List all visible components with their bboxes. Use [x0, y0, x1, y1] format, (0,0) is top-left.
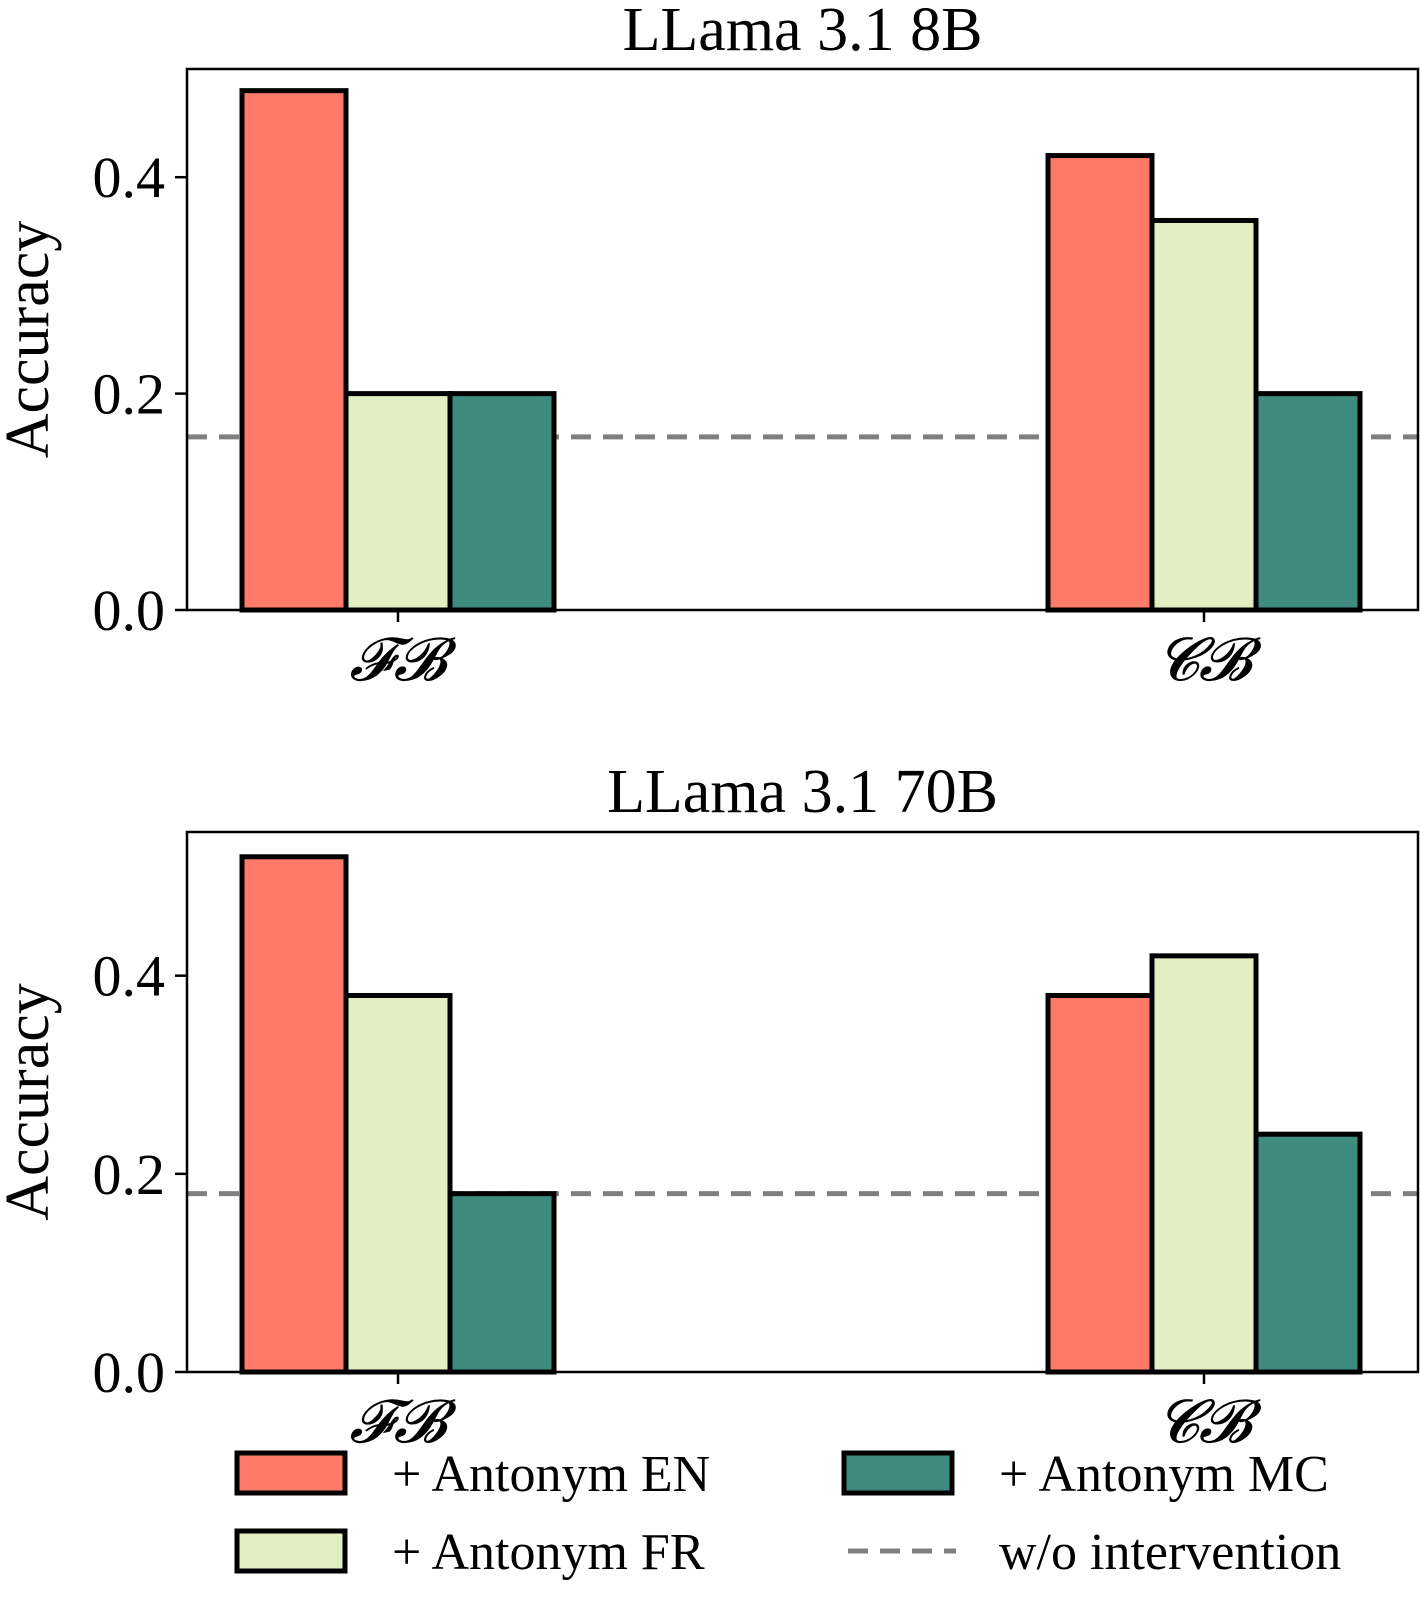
- bar-fv-antonym-en: [239, 88, 349, 613]
- legend-swatch: [841, 1450, 955, 1496]
- axes-frame: [185, 67, 1420, 612]
- x-tick-label-fv: 𝓕𝓑: [349, 627, 457, 693]
- legend: + Antonym EN + Antonym FR + Antonym MC w/o …: [234, 1446, 1341, 1581]
- x-tick-label-cv: 𝓒𝓑: [1156, 627, 1262, 693]
- bar-fv-antonym-mc: [447, 1191, 557, 1375]
- y-tick-label: 0.0: [93, 1340, 166, 1405]
- bar-fv-antonym-en: [239, 854, 349, 1375]
- y-tick-label: 0.0: [93, 578, 166, 643]
- legend-label: + Antonym FR: [392, 1524, 705, 1581]
- bar-fv-antonym-mc: [447, 391, 557, 613]
- legend-label: w/o intervention: [999, 1524, 1341, 1581]
- chart-title: LLama 3.1 70B: [607, 758, 998, 826]
- y-tick-label: 0.4: [93, 145, 166, 210]
- panel-2: LLama 3.1 70B Accuracy 𝓕𝓑 𝓒𝓑 0.0 0.2 0.4: [0, 758, 1420, 1455]
- legend-entry-antonym-fr: + Antonym FR: [234, 1524, 705, 1581]
- bar-fv-antonym-fr: [343, 391, 453, 613]
- legend-label: + Antonym EN: [392, 1446, 710, 1503]
- legend-swatch: [234, 1528, 348, 1574]
- bar-cv-antonym-en: [1045, 153, 1155, 613]
- bar-cv-antonym-fr: [1149, 953, 1259, 1375]
- chart-title: LLama 3.1 8B: [623, 0, 983, 64]
- y-tick-label: 0.2: [93, 1142, 166, 1207]
- y-axis-label: Accuracy: [0, 221, 62, 459]
- y-axis-label: Accuracy: [0, 983, 62, 1221]
- x-tick-label-cv: 𝓒𝓑: [1156, 1389, 1262, 1455]
- x-tick-label-fv: 𝓕𝓑: [349, 1389, 457, 1455]
- bar-cv-antonym-mc: [1253, 1131, 1363, 1375]
- bar-cv-antonym-fr: [1149, 217, 1259, 613]
- bar-fv-antonym-fr: [343, 992, 453, 1375]
- bar-cv-antonym-mc: [1253, 391, 1363, 613]
- bar-cv-antonym-en: [1045, 992, 1155, 1375]
- legend-swatch: [234, 1450, 348, 1496]
- legend-label: + Antonym MC: [999, 1446, 1329, 1503]
- panel-1: LLama 3.1 8B Accuracy 𝓕𝓑 𝓒𝓑 0.0 0.2 0.4: [0, 0, 1420, 693]
- y-tick-label: 0.2: [93, 362, 166, 427]
- legend-entry-antonym-mc: + Antonym MC: [841, 1446, 1329, 1503]
- y-tick-label: 0.4: [93, 944, 166, 1009]
- axes-frame: [185, 830, 1420, 1374]
- legend-entry-w-o-intervention: w/o intervention: [848, 1524, 1341, 1581]
- legend-entry-antonym-en: + Antonym EN: [234, 1446, 710, 1503]
